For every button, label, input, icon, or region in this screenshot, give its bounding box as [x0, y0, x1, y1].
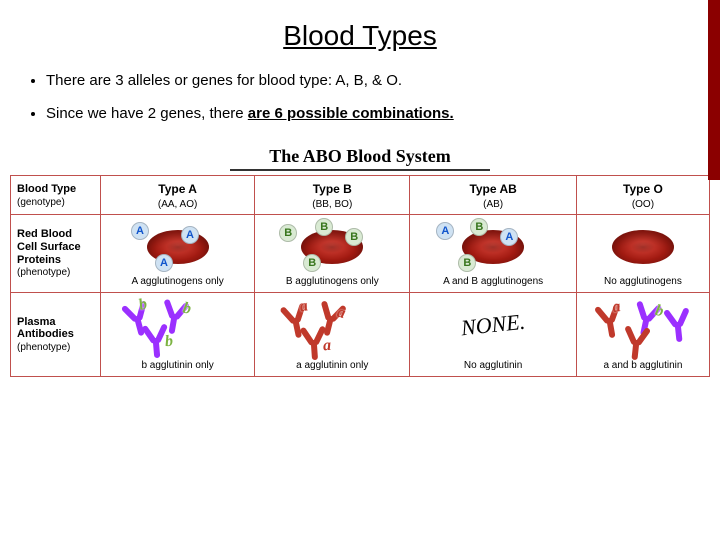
col3-gen: (OO): [632, 199, 654, 210]
antibody-label: Plasma Antibodies: [17, 316, 74, 341]
antibody-cell-A: b b b b agglutinin only: [101, 293, 255, 377]
antibody-caption-A: b agglutinin only: [103, 360, 252, 371]
antibody-cell-AB: NONE. No agglutinin: [410, 293, 577, 377]
col-head-0: Type A (AA, AO): [101, 176, 255, 215]
antibody-a-icon: a: [296, 325, 333, 365]
rbc-diagram-A: A A A: [103, 220, 252, 274]
col-head-2: Type AB (AB): [410, 176, 577, 215]
abo-table: Blood Type (genotype) Type A (AA, AO) Typ…: [10, 175, 710, 377]
rbc-caption-AB: A and B agglutinogens: [412, 276, 574, 287]
rbc-label: Red Blood Cell Surface Proteins: [17, 228, 81, 265]
antibody-diagram-B: a a a: [257, 298, 407, 358]
col0-gen: (AA, AO): [158, 199, 197, 210]
rbc-cell-B: B B B B B agglutinogens only: [255, 215, 410, 293]
row-label-genotype: Blood Type (genotype): [11, 176, 101, 215]
rbc-sub: (phenotype): [17, 267, 70, 278]
antibody-a-icon: [617, 324, 655, 365]
rbc-caption-O: No agglutinogens: [579, 276, 707, 287]
row-label-rbc: Red Blood Cell Surface Proteins (phenoty…: [11, 215, 101, 293]
antigen-B-icon: B: [458, 254, 476, 272]
antigen-A-icon: A: [155, 254, 173, 272]
col0-type: Type A: [158, 182, 197, 196]
antibody-diagram-O: a b: [579, 298, 707, 358]
corner-accent-top: [708, 0, 720, 80]
corner-accent-side: [708, 80, 720, 180]
antigen-A-icon: A: [181, 226, 199, 244]
header-row: Blood Type (genotype) Type A (AA, AO) Typ…: [11, 176, 710, 215]
col2-gen: (AB): [483, 199, 503, 210]
antibody-cell-B: a a a a agglutinin only: [255, 293, 410, 377]
rbc-cell-AB: A B A B A and B agglutinogens: [410, 215, 577, 293]
red-blood-cell-icon: [612, 230, 674, 264]
none-label: NONE.: [460, 309, 527, 342]
genotype-sub: (genotype): [17, 197, 65, 208]
rbc-diagram-AB: A B A B: [412, 220, 574, 274]
rbc-caption-B: B agglutinogens only: [257, 276, 407, 287]
antigen-B-icon: B: [303, 254, 321, 272]
antibody-row: Plasma Antibodies (phenotype) b b b b ag…: [11, 293, 710, 377]
antigen-A-icon: A: [131, 222, 149, 240]
bullet-2: Since we have 2 genes, there are 6 possi…: [46, 105, 690, 122]
rbc-row: Red Blood Cell Surface Proteins (phenoty…: [11, 215, 710, 293]
col2-type: Type AB: [469, 182, 516, 196]
rbc-cell-O: No agglutinogens: [576, 215, 709, 293]
rbc-diagram-B: B B B B: [257, 220, 407, 274]
col1-gen: (BB, BO): [312, 199, 352, 210]
antigen-B-icon: B: [279, 224, 297, 242]
genotype-label: Blood Type: [17, 183, 76, 195]
bullet-2-underline: are 6 possible combinations.: [248, 105, 454, 122]
antibody-diagram-A: b b b: [103, 298, 252, 358]
antibody-diagram-AB: NONE.: [412, 298, 574, 358]
rbc-caption-A: A agglutinogens only: [103, 276, 252, 287]
row-label-antibody: Plasma Antibodies (phenotype): [11, 293, 101, 377]
antibody-b-icon: b: [137, 323, 174, 364]
bullet-list: There are 3 alleles or genes for blood t…: [0, 52, 720, 146]
antibody-cell-O: a b a and b agglutinin: [576, 293, 709, 377]
antibody-b-icon: [659, 306, 697, 347]
antigen-A-icon: A: [436, 222, 454, 240]
bullet-2-prefix: Since we have 2 genes, there: [46, 105, 248, 122]
antibody-caption-AB: No agglutinin: [412, 360, 574, 371]
bullet-1: There are 3 alleles or genes for blood t…: [46, 72, 690, 89]
rbc-cell-A: A A A A agglutinogens only: [101, 215, 255, 293]
chart-title: The ABO Blood System: [230, 146, 490, 171]
antibody-sub: (phenotype): [17, 342, 70, 353]
col-head-1: Type B (BB, BO): [255, 176, 410, 215]
col1-type: Type B: [313, 182, 352, 196]
col-head-3: Type O (OO): [576, 176, 709, 215]
rbc-diagram-O: [579, 220, 707, 274]
col3-type: Type O: [623, 182, 663, 196]
page-title: Blood Types: [0, 0, 720, 52]
